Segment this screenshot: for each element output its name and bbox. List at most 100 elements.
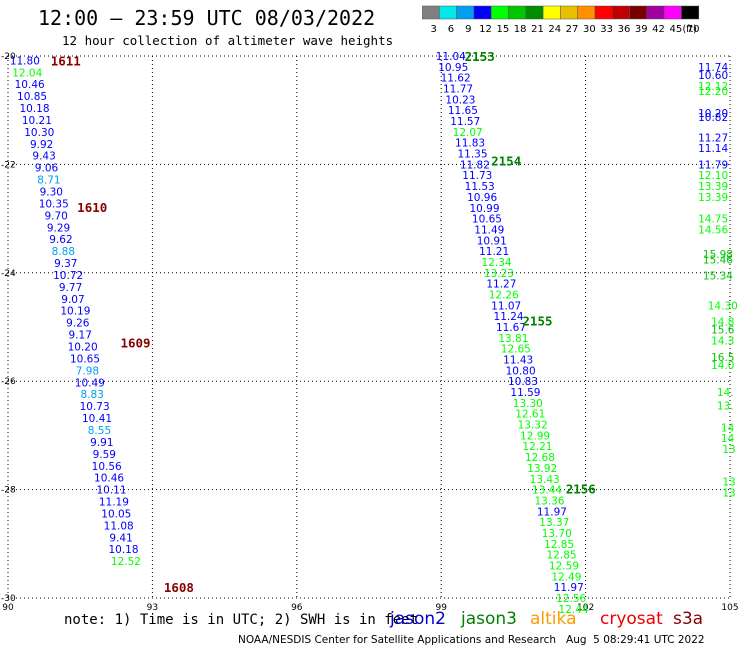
swh-value-label: 14.56 (698, 224, 728, 236)
swh-value-label: 10.91 (477, 235, 507, 247)
pass-number-label: 1611 (51, 53, 81, 68)
y-tick-label: -20 (1, 52, 16, 62)
swh-value-label: 15.46 (703, 254, 733, 266)
swh-value-label: 10.83 (508, 376, 538, 388)
swh-value-label: 11.14 (698, 143, 728, 155)
swh-value-label: 11.82 (460, 159, 490, 171)
swh-value-label: 13.92 (527, 463, 557, 475)
swh-value-label: 13.32 (518, 420, 548, 432)
swh-value-label: 9.07 (61, 294, 84, 306)
swh-value-label: 12.04 (12, 67, 42, 79)
swh-value-label: 10.72 (53, 270, 83, 282)
swh-value-label: 8.55 (88, 425, 111, 437)
x-tick-label: 96 (291, 603, 303, 613)
colorbar-tick-label: 24 (548, 24, 561, 35)
swh-value-label: 14.8 (711, 317, 734, 329)
swh-value-label: 10.23 (445, 94, 475, 106)
swh-value-label: 12.56 (556, 593, 586, 605)
swh-value-label: 9.30 (40, 187, 63, 199)
swh-value-label: 10.95 (438, 62, 468, 74)
swh-value-label: 14.30 (708, 300, 738, 312)
swh-value-label: 11.43 (503, 355, 533, 367)
swh-value-label: 13 (722, 444, 735, 456)
x-tick-label: 102 (577, 603, 594, 613)
swh-value-label: 14 (721, 433, 735, 445)
swh-value-label: 13. (717, 401, 734, 413)
colorbar-tick-label: 6 (448, 24, 454, 35)
swh-value-label: 13.23 (484, 268, 514, 280)
swh-value-label: 11.57 (450, 116, 480, 128)
swh-value-label: 15.34 (703, 271, 733, 283)
swh-value-label: 7.98 (76, 365, 99, 377)
y-tick-label: -22 (1, 160, 16, 170)
swh-value-label: 10.82 (698, 112, 728, 124)
swh-value-label: 13 (722, 487, 735, 499)
swh-value-label: 11.62 (441, 73, 471, 85)
chart-subtitle: 12 hour collection of altimeter wave hei… (62, 33, 394, 48)
colorbar-tick-label: 42 (652, 24, 665, 35)
swh-value-label: 13.81 (498, 333, 528, 345)
x-tick-label: 99 (435, 603, 447, 613)
swh-value-label: 10.73 (80, 401, 110, 413)
colorbar-tick-label: 36 (618, 24, 631, 35)
pass-number-label: 2155 (522, 314, 552, 329)
swh-value-label: 10.80 (506, 365, 536, 377)
swh-value-label: 9.26 (66, 318, 90, 330)
y-tick-label: -24 (1, 269, 16, 279)
swh-value-label: 9.17 (69, 330, 92, 342)
swh-value-label: 11.74 (698, 62, 728, 74)
swh-value-label: 11.80 (10, 55, 40, 67)
colorbar-tick-label: 21 (531, 24, 544, 35)
colorbar-tick-label: 30 (583, 24, 596, 35)
note-text: note: 1) Time is in UTC; 2) SWH is in fe… (64, 612, 419, 628)
swh-value-label: 9.41 (109, 532, 132, 544)
swh-value-label: 11.19 (99, 497, 129, 509)
colorbar-tick-label: 70 (687, 24, 700, 35)
y-tick-label: -26 (1, 377, 16, 387)
swh-value-label: 11.27 (486, 279, 516, 291)
swh-value-label: 11.53 (465, 181, 495, 193)
legend-jason2: jason2 (390, 609, 446, 629)
x-tick-label: 105 (721, 603, 738, 613)
swh-value-label: 14.0 (711, 360, 734, 372)
swh-value-label: 10.60 (698, 70, 728, 82)
colorbar-tick-label: 3 (430, 24, 436, 35)
swh-value-label: 12.10 (698, 170, 728, 182)
colorbar-tick-label: 45 (669, 24, 682, 35)
legend-cryosat: cryosat (600, 609, 663, 629)
legend-jason3: jason3 (461, 609, 517, 629)
x-tick-label: 90 (2, 603, 14, 613)
y-tick-label: -28 (1, 486, 16, 496)
swh-value-label: 14 (721, 422, 735, 434)
colorbar-tick-label: 33 (600, 24, 613, 35)
swh-value-label: 10.30 (24, 127, 54, 139)
colorbar-tick-label: 18 (514, 24, 527, 35)
swh-value-label: 11.08 (104, 520, 134, 532)
swh-value-label: 13.43 (530, 474, 560, 486)
swh-value-label: 10.85 (17, 91, 47, 103)
chart-title: 12:00 – 23:59 UTC 08/03/2022 (38, 6, 376, 30)
swh-value-label: 11.97 (554, 582, 584, 594)
swh-value-label: 11.27 (698, 132, 728, 144)
colorbar-tick-label: 27 (566, 24, 579, 35)
swh-value-label: 11.04 (436, 51, 466, 63)
swh-value-label: 13.37 (539, 517, 569, 529)
swh-value-label: 12.68 (525, 452, 555, 464)
swh-value-label: 12.59 (549, 560, 579, 572)
swh-value-label: 11.35 (457, 149, 487, 161)
swh-value-label: 9.91 (90, 437, 113, 449)
swh-value-label: 14.3 (711, 336, 734, 348)
swh-value-label: 8.88 (52, 246, 75, 258)
swh-value-label: 11.59 (510, 387, 540, 399)
swh-value-label: 10.96 (467, 192, 497, 204)
y-tick-label: -30 (1, 594, 16, 604)
swh-value-label: 13 (722, 476, 735, 488)
footer-credit: NOAA/NESDIS Center for Satellite Applica… (238, 634, 705, 646)
swh-value-label: 10.18 (108, 544, 138, 556)
colorbar-tick-label: 15 (496, 24, 509, 35)
swh-value-label: 9.62 (49, 234, 72, 246)
colorbar-tick-label: 9 (465, 24, 471, 35)
swh-value-label: 12.49 (551, 571, 581, 583)
pass-number-label: 2153 (465, 49, 495, 64)
swh-value-label: 10.41 (82, 413, 112, 425)
